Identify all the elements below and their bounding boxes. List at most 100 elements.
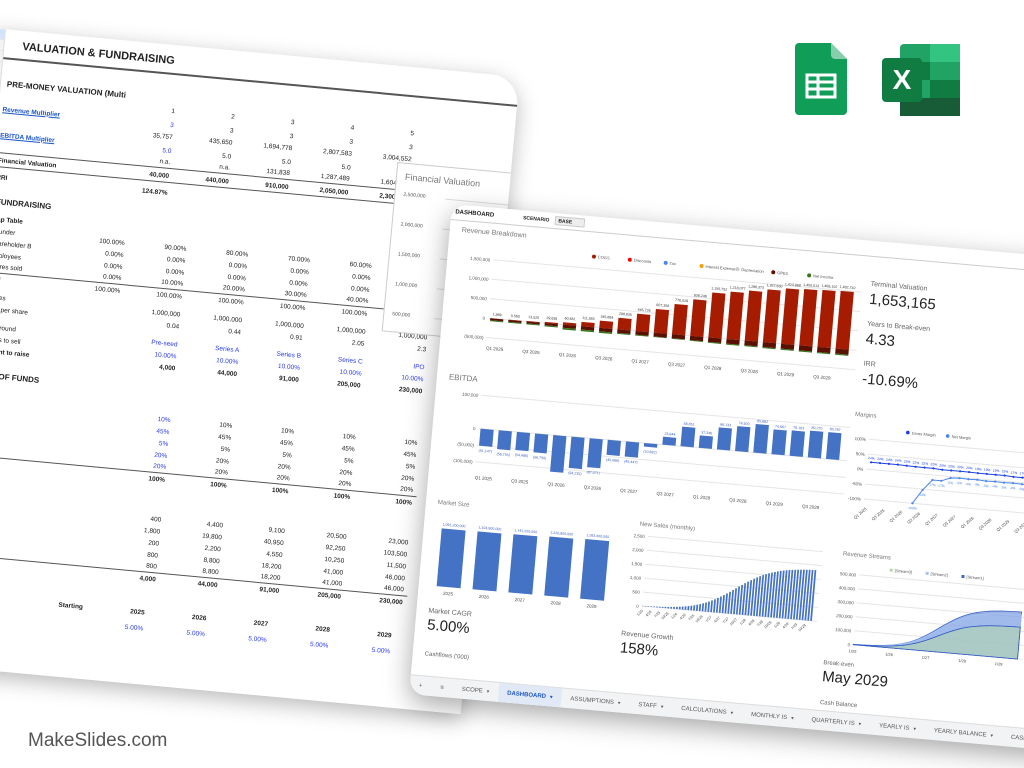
cell (60, 315, 122, 321)
data-label: 111,583 (582, 316, 595, 321)
new-sales-bar (710, 600, 713, 613)
data-label: (56,750) (533, 455, 547, 460)
cell: 5.00% (247, 634, 267, 644)
tab-label: YEARLY BALANCE (933, 727, 987, 739)
data-label: 1,989 (492, 312, 501, 317)
y-tick-label: 2,500 (633, 533, 645, 539)
tab-assumptions[interactable]: ASSUMPTIONS ▾ (561, 688, 631, 713)
data-label: -3% (974, 482, 980, 487)
x-tick-label: Q1 2029 (765, 500, 783, 507)
data-label: 185,884 (600, 315, 613, 320)
gridline (859, 574, 1024, 591)
tab-menu-caret-icon[interactable]: ▾ (858, 720, 862, 728)
tab-staff[interactable]: STAFF ▾ (629, 694, 674, 717)
tab-dashboard[interactable]: DASHBOARD ▾ (497, 682, 563, 708)
cell: 35,757 (152, 131, 174, 141)
bar-net-income (744, 345, 758, 348)
legend-swatch (807, 273, 812, 278)
tab-menu-caret-icon[interactable]: ▾ (617, 699, 621, 707)
cash-balance-title: Cash Balance (819, 699, 858, 710)
tab-quarterly-is[interactable]: QUARTERLY IS ▾ (802, 710, 871, 735)
legend-swatch (591, 254, 596, 259)
new-sales-bar (650, 606, 653, 607)
data-point (950, 469, 953, 472)
data-point (1002, 481, 1006, 484)
market-cagr-value: 5.00% (426, 616, 471, 638)
data-label: 1,220,900,000 (550, 531, 573, 537)
tab-label: QUARTERLY IS (811, 716, 855, 727)
x-tick-label: Q1 2025 (486, 346, 504, 353)
x-tick-label: Q3 2029 (802, 504, 820, 511)
tab-cashflow[interactable]: CASHFLOW▾ (1001, 727, 1024, 751)
x-tick-label: 4/26 (679, 613, 687, 621)
cell: 4,000 (139, 574, 157, 583)
add-sheet-button[interactable]: + (418, 682, 423, 689)
new-sales-bar (755, 576, 762, 617)
bar-opex (726, 338, 740, 345)
gridline (475, 461, 845, 495)
tab-yearly-balance[interactable]: YEARLY BALANCE ▾ (924, 720, 1003, 746)
row-number[interactable]: 3 (0, 38, 4, 52)
ebitda-bar (698, 435, 713, 449)
x-tick-label: Q3 2027 (668, 361, 686, 368)
row-number[interactable]: 4 (0, 49, 3, 63)
cashflows-title: Cashflows ('000) (424, 651, 470, 662)
x-tick-label: 1/25 (636, 609, 644, 617)
new-sales-bar (767, 572, 773, 618)
data-label: -17% (937, 483, 945, 488)
x-tick-label: Q1 2026 (888, 509, 904, 523)
new-sales-bar (741, 583, 747, 615)
data-label: 1,218,077 (729, 286, 745, 291)
gridline (493, 259, 862, 293)
tab-menu-caret-icon[interactable]: ▾ (549, 693, 553, 701)
tab-scope[interactable]: SCOPE ▾ (452, 679, 499, 702)
all-sheets-menu-icon[interactable]: ≡ (440, 684, 445, 691)
new-sales-bar (738, 584, 744, 615)
tab-yearly-is[interactable]: YEARLY IS ▾ (869, 715, 925, 739)
cell: 100% (148, 474, 166, 484)
tab-menu-caret-icon[interactable]: ▾ (913, 725, 917, 732)
tab-calculations[interactable]: CALCULATIONS ▾ (671, 698, 742, 723)
cell (361, 426, 423, 432)
cell: 2,050,000 (319, 186, 349, 197)
data-point (1020, 483, 1023, 486)
bar-net-income (798, 350, 813, 353)
data-point (914, 465, 917, 468)
y-tick-label: 100,000 (462, 392, 479, 398)
row-number[interactable]: 6 (0, 71, 1, 84)
legend-swatch (735, 267, 740, 272)
cell (114, 403, 176, 409)
data-point (887, 462, 891, 465)
bar-opex (744, 340, 758, 347)
data-label: (45,096) (606, 458, 620, 463)
data-point (941, 468, 944, 471)
data-point (1003, 474, 1006, 477)
revenue-streams-chart: 500,000 400,000 300,000 200,000 100,000 0 [Str… (835, 568, 1024, 667)
cell (176, 409, 238, 415)
bar-opex (798, 345, 813, 352)
x-tick-label: Q3 2028 (977, 517, 993, 531)
tab-label: SCOPE (461, 686, 483, 695)
tab-menu-caret-icon[interactable]: ▾ (990, 732, 994, 739)
legend-label: Discounts (634, 258, 652, 265)
scenario-select[interactable]: BASE (554, 216, 586, 228)
data-label: 80,270 (811, 426, 822, 431)
legend-label: OPEX (777, 270, 789, 276)
bar-net-income (689, 340, 703, 342)
tab-menu-caret-icon[interactable]: ▾ (660, 703, 664, 710)
ebitda-bar (662, 436, 677, 446)
data-point (869, 461, 873, 464)
row-number[interactable]: 5 (0, 60, 2, 74)
bar-opex (490, 318, 504, 322)
tab-menu-caret-icon[interactable]: ▾ (730, 709, 734, 716)
bar-opex (526, 321, 540, 325)
bar-net-income (707, 341, 722, 344)
tab-monthly-is[interactable]: MONTHLY IS ▾ (741, 704, 803, 728)
new-sales-bar (735, 586, 741, 615)
cell: 100.00% (279, 302, 306, 312)
row-number[interactable]: 2 (0, 28, 5, 41)
tab-menu-caret-icon[interactable]: ▾ (790, 715, 794, 722)
new-sales-bar (761, 574, 768, 617)
new-sales-bar (727, 591, 731, 614)
tab-menu-caret-icon[interactable]: ▾ (486, 688, 490, 695)
